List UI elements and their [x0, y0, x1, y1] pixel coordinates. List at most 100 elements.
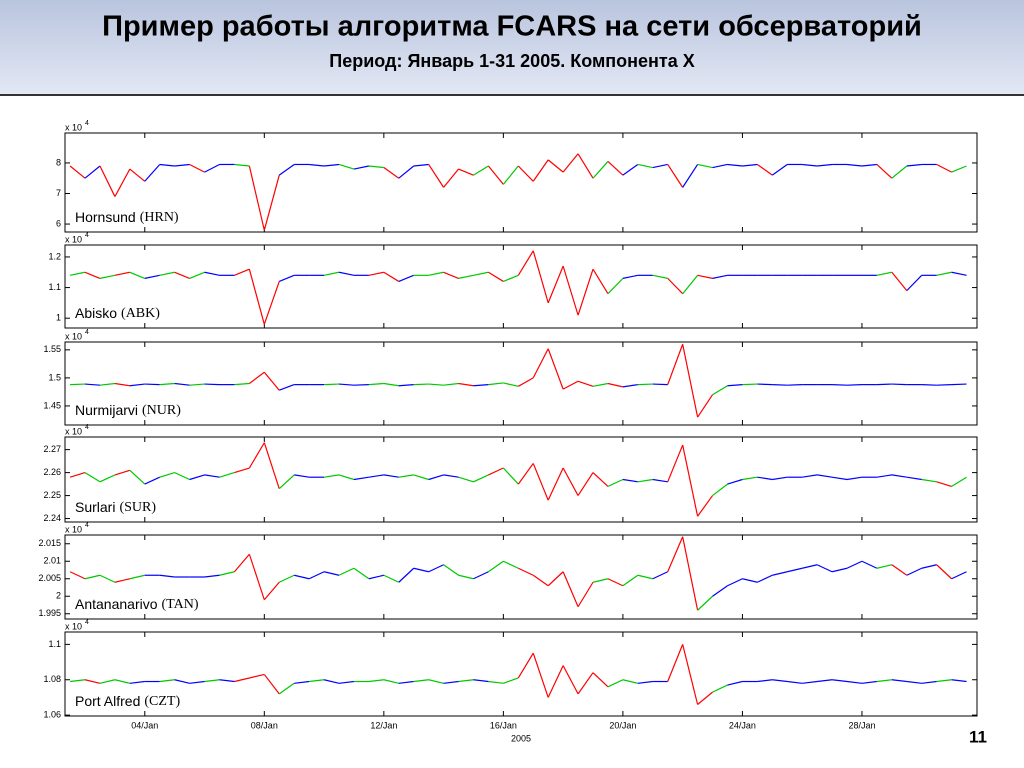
- x-tick-label: 08/Jan: [251, 720, 278, 730]
- series-segment: [458, 382, 474, 387]
- series-segment: [951, 271, 967, 276]
- series-segment: [637, 478, 653, 483]
- station-label: Abisko (ABK): [75, 305, 160, 322]
- series-segment: [832, 679, 848, 683]
- series-segment: [144, 383, 160, 386]
- series-segment: [383, 271, 400, 282]
- series-segment: [114, 382, 130, 387]
- station-name: Nurmijarvi: [75, 402, 138, 418]
- series-segment: [204, 271, 220, 276]
- series-segment: [547, 665, 564, 698]
- series-segment: [502, 467, 519, 485]
- series-segment: [607, 578, 624, 587]
- series-segment: [712, 163, 728, 169]
- series-segment: [517, 463, 534, 485]
- series-segment: [667, 444, 684, 483]
- series-segment: [144, 164, 161, 182]
- series-segment: [682, 274, 699, 295]
- series-segment: [951, 383, 967, 386]
- series-segment: [458, 679, 474, 683]
- series-segment: [189, 383, 205, 386]
- series-segment: [787, 384, 803, 386]
- series-segment: [398, 474, 414, 478]
- series-segment: [278, 163, 295, 176]
- series-segment: [652, 478, 668, 483]
- station-label: Surlari (SUR): [75, 499, 156, 516]
- series-segment: [174, 382, 190, 386]
- station-name: Abisko: [75, 305, 117, 321]
- series-segment: [757, 574, 773, 583]
- series-segment: [443, 168, 460, 188]
- series-segment: [488, 560, 504, 573]
- series-segment: [144, 274, 160, 279]
- series-segment: [248, 165, 265, 231]
- series-segment: [772, 476, 788, 481]
- series-segment: [861, 680, 877, 684]
- y-tick-label: 8: [56, 157, 61, 167]
- series-segment: [532, 653, 549, 698]
- y-tick-label: 2.24: [43, 513, 61, 523]
- series-segment: [697, 274, 713, 279]
- series-segment: [204, 574, 220, 578]
- series-segment: [368, 574, 384, 580]
- series-segment: [129, 469, 146, 485]
- series-segment: [129, 383, 145, 387]
- series-segment: [324, 383, 340, 386]
- series-segment: [263, 581, 280, 601]
- y-tick-label: 1.995: [38, 608, 61, 618]
- series-segment: [502, 165, 519, 185]
- series-segment: [891, 165, 908, 179]
- series-segment: [234, 677, 250, 683]
- series-segment: [921, 564, 937, 569]
- series-segment: [324, 163, 340, 167]
- series-segment: [503, 677, 519, 684]
- series-segment: [129, 271, 146, 279]
- series-segment: [99, 274, 116, 279]
- series-segment: [84, 383, 101, 386]
- series-segment: [174, 679, 190, 684]
- x-tick-label: 28/Jan: [848, 720, 875, 730]
- series-segment: [428, 564, 444, 573]
- series-segment: [727, 163, 743, 167]
- series-segment: [846, 163, 863, 167]
- y-tick-label: 2.26: [43, 467, 61, 477]
- series-segment: [248, 269, 265, 325]
- x-tick-label: 16/Jan: [490, 720, 517, 730]
- series-segment: [69, 571, 86, 580]
- series-segment: [936, 679, 952, 683]
- series-segment: [234, 163, 250, 167]
- series-segment: [517, 250, 534, 276]
- series-segment: [712, 585, 728, 597]
- series-segment: [294, 680, 310, 684]
- series-segment: [353, 476, 369, 481]
- series-segment: [742, 383, 758, 386]
- series-segment: [278, 474, 295, 490]
- scale-label: x 10: [65, 331, 82, 341]
- series-segment: [323, 271, 340, 276]
- station-name: Hornsund: [75, 209, 136, 225]
- series-segment: [234, 467, 250, 474]
- series-segment: [846, 680, 863, 684]
- series-segment: [84, 574, 101, 580]
- series-segment: [532, 463, 549, 501]
- series-segment: [473, 165, 489, 176]
- page-number: 11: [969, 727, 987, 746]
- series-segment: [443, 382, 459, 386]
- series-segment: [757, 476, 773, 481]
- series-segment: [592, 578, 609, 583]
- series-segment: [547, 159, 564, 173]
- series-segment: [712, 274, 728, 279]
- series-segment: [592, 268, 609, 295]
- series-segment: [772, 571, 788, 576]
- series-segment: [353, 567, 370, 580]
- series-segment: [114, 271, 130, 276]
- series-segment: [891, 679, 907, 683]
- series-segment: [622, 163, 639, 176]
- series-segment: [682, 344, 699, 418]
- scale-power: 4: [85, 120, 89, 127]
- series-segment: [368, 679, 384, 683]
- series-segment: [234, 268, 250, 276]
- series-segment: [697, 595, 713, 611]
- scale-power: 4: [85, 619, 89, 626]
- series-segment: [249, 371, 265, 384]
